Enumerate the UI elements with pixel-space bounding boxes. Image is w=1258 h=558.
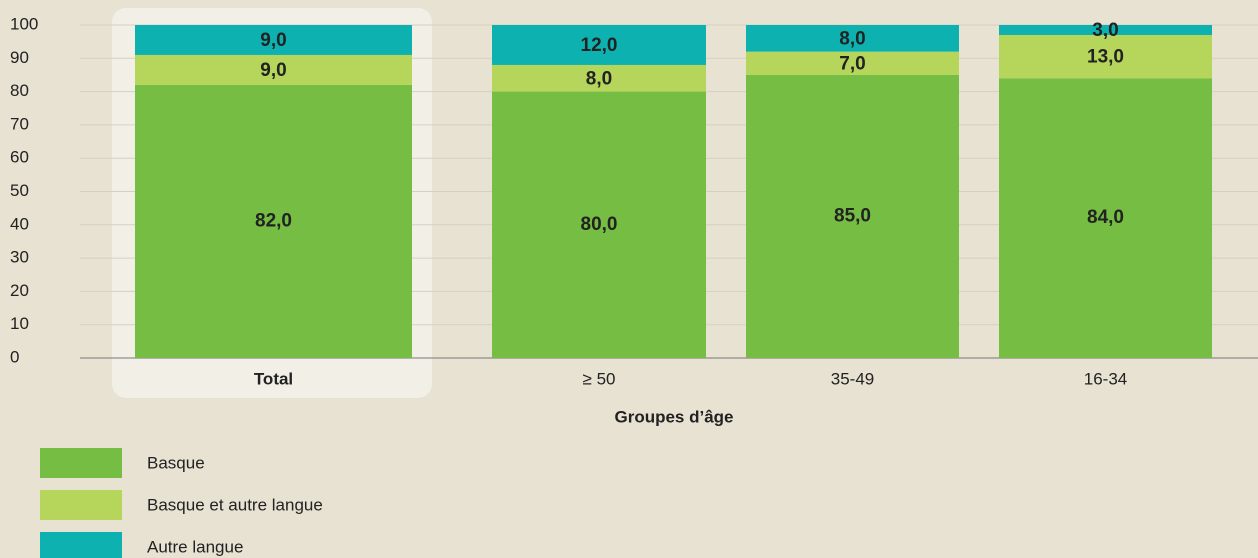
bar-segment — [135, 25, 412, 55]
bar-segment — [746, 74, 959, 358]
legend-swatch — [40, 532, 122, 558]
legend-swatch — [40, 490, 122, 520]
bar-segment — [746, 51, 959, 75]
bar-segment — [492, 64, 706, 92]
y-tick-label: 0 — [10, 347, 19, 366]
value-label: 9,0 — [260, 30, 286, 51]
bar-segment — [999, 78, 1212, 358]
y-tick-label: 50 — [10, 181, 29, 200]
y-tick-label: 90 — [10, 48, 29, 67]
bar-segment — [999, 25, 1212, 35]
value-label: 7,0 — [839, 53, 865, 74]
y-tick-label: 70 — [10, 114, 29, 133]
y-tick-label: 40 — [10, 214, 29, 233]
x-tick-label: 35-49 — [831, 369, 874, 388]
x-tick-label: 16-34 — [1084, 369, 1127, 388]
x-tick-label: ≥ 50 — [583, 369, 616, 388]
legend-label: Basque — [147, 453, 205, 472]
value-label: 9,0 — [260, 60, 286, 81]
value-label: 8,0 — [839, 28, 865, 49]
value-label: 80,0 — [581, 214, 618, 235]
value-label: 85,0 — [834, 205, 871, 226]
bar-segment — [135, 54, 412, 85]
bar-segment — [492, 91, 706, 358]
value-label: 8,0 — [586, 68, 612, 89]
x-axis-label: Groupes d’âge — [614, 407, 733, 426]
y-tick-label: 80 — [10, 81, 29, 100]
value-label: 3,0 — [1092, 20, 1118, 41]
y-tick-label: 20 — [10, 281, 29, 300]
legend-label: Basque et autre langue — [147, 495, 323, 514]
legend-label: Autre langue — [147, 537, 243, 556]
bar-segment — [746, 25, 959, 52]
value-label: 84,0 — [1087, 207, 1124, 228]
bar-segment — [999, 34, 1212, 79]
value-label: 13,0 — [1087, 47, 1124, 68]
bar-segment — [135, 84, 412, 358]
value-label: 12,0 — [581, 35, 618, 56]
y-tick-label: 60 — [10, 148, 29, 167]
value-label: 82,0 — [255, 210, 292, 231]
y-tick-label: 10 — [10, 314, 29, 333]
legend-swatch — [40, 448, 122, 478]
y-tick-label: 100 — [10, 14, 38, 33]
x-tick-label: Total — [254, 369, 293, 388]
bar-segment — [492, 25, 706, 65]
y-tick-label: 30 — [10, 248, 29, 267]
